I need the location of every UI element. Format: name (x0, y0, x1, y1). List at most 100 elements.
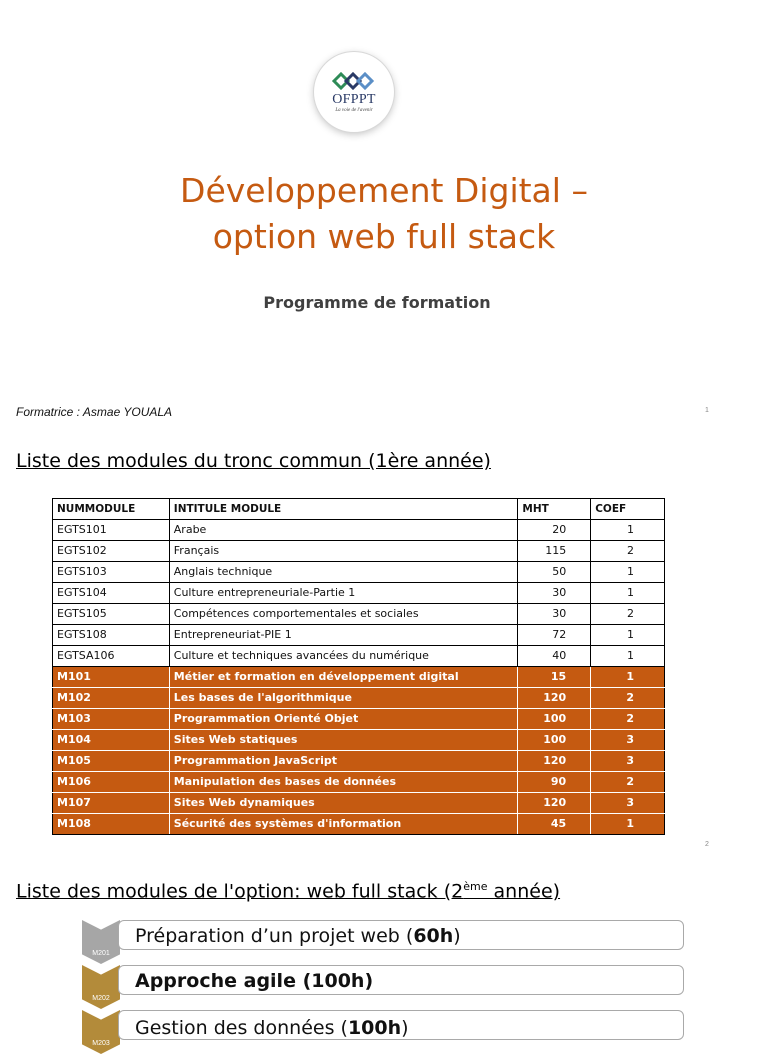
chevron-marker-icon: M202 (82, 965, 120, 1009)
module-code: M108 (52, 813, 170, 835)
module-title: Arabe (168, 519, 519, 541)
chevron-marker-icon: M203 (82, 1010, 120, 1054)
module-coef: 1 (590, 561, 665, 583)
module-coef: 2 (590, 540, 665, 562)
table-row: EGTS105 Compétences comportementales et s… (52, 603, 665, 625)
module-hours: 120 (517, 750, 592, 772)
option-module-m201: M201 Préparation d’un projet web (60h) (82, 920, 684, 964)
table-row: EGTS104 Culture entrepreneuriale-Partie 1… (52, 582, 665, 604)
module-coef: 1 (590, 624, 665, 646)
module-code: EGTS103 (52, 561, 170, 583)
header-coef: COEF (590, 498, 665, 520)
option-text-bold: 100h (347, 1017, 402, 1039)
module-title: Les bases de l'algorithmique (168, 687, 519, 709)
module-title: Sécurité des systèmes d'information (168, 813, 519, 835)
module-hours: 100 (517, 729, 592, 751)
module-hours: 72 (517, 624, 592, 646)
module-code: EGTS108 (52, 624, 170, 646)
module-hours: 40 (517, 645, 592, 667)
table-row-highlighted: M105 Programmation JavaScript 120 3 (52, 750, 665, 772)
module-code: M104 (52, 729, 170, 751)
module-title: Culture entrepreneuriale-Partie 1 (168, 582, 519, 604)
table-row: EGTS108 Entrepreneuriat-PIE 1 72 1 (52, 624, 665, 646)
module-hours: 15 (517, 666, 592, 688)
module-code: M201 (92, 950, 110, 957)
module-hours: 20 (517, 519, 592, 541)
option-text-end: ) (401, 1017, 409, 1039)
table-row-highlighted: M102 Les bases de l'algorithmique 120 2 (52, 687, 665, 709)
module-code: M202 (92, 995, 110, 1002)
module-title: Français (168, 540, 519, 562)
module-coef: 1 (590, 666, 665, 688)
option-text: Préparation d’un projet web ( (135, 925, 414, 947)
module-title: Anglais technique (168, 561, 519, 583)
option-module-box: Gestion des données (100h) (118, 1010, 684, 1040)
header-intitule-module: INTITULE MODULE (168, 498, 519, 520)
module-code: EGTSA106 (52, 645, 170, 667)
module-title: Programmation JavaScript (168, 750, 519, 772)
page-number-1: 1 (705, 407, 709, 414)
module-hours: 45 (517, 813, 592, 835)
table-row-highlighted: M104 Sites Web statiques 100 3 (52, 729, 665, 751)
option-text-bold: Approche agile (100h) (135, 970, 374, 992)
module-code: M102 (52, 687, 170, 709)
section2-title-text: Liste des modules de l'option: web full … (16, 880, 464, 903)
table-row-highlighted: M101 Métier et formation en développement… (52, 666, 665, 688)
module-code: EGTS102 (52, 540, 170, 562)
module-coef: 3 (590, 729, 665, 751)
trainer-name: Formatrice : Asmae YOUALA (16, 405, 173, 419)
module-coef: 2 (590, 687, 665, 709)
modules-table: NUMMODULE INTITULE MODULE MHT COEF EGTS1… (52, 498, 665, 835)
module-hours: 120 (517, 687, 592, 709)
page-number-2: 2 (705, 841, 709, 848)
module-coef: 1 (590, 813, 665, 835)
module-hours: 90 (517, 771, 592, 793)
title-line-2: option web full stack (212, 217, 556, 256)
table-row: EGTS103 Anglais technique 50 1 (52, 561, 665, 583)
module-code: M103 (52, 708, 170, 730)
logo-brand-text: OFPPT (332, 91, 376, 107)
option-module-m202: M202 Approche agile (100h) (82, 965, 684, 1009)
module-code: EGTS101 (52, 519, 170, 541)
table-row-highlighted: M108 Sécurité des systèmes d'information 4… (52, 813, 665, 835)
module-hours: 115 (517, 540, 592, 562)
module-title: Entrepreneuriat-PIE 1 (168, 624, 519, 646)
module-code: M203 (92, 1040, 110, 1047)
module-coef: 2 (590, 603, 665, 625)
table-row: EGTS101 Arabe 20 1 (52, 519, 665, 541)
table-row: EGTSA106 Culture et techniques avancées d… (52, 645, 665, 667)
module-coef: 1 (590, 645, 665, 667)
section2-title-sup: ème (463, 880, 488, 893)
module-title: Sites Web dynamiques (168, 792, 519, 814)
module-coef: 1 (590, 582, 665, 604)
option-text-bold: 60h (413, 925, 454, 947)
option-text-end: ) (453, 925, 461, 947)
page-title: Développement Digital – option web full … (0, 168, 768, 260)
module-title: Culture et techniques avancées du numéri… (168, 645, 519, 667)
page-subtitle: Programme de formation (263, 293, 491, 312)
module-hours: 30 (517, 582, 592, 604)
module-title: Sites Web statiques (168, 729, 519, 751)
module-code: EGTS104 (52, 582, 170, 604)
section-title-option-modules: Liste des modules de l'option: web full … (16, 880, 560, 902)
module-hours: 30 (517, 603, 592, 625)
module-coef: 3 (590, 750, 665, 772)
module-title: Programmation Orienté Objet (168, 708, 519, 730)
table-row-highlighted: M103 Programmation Orienté Objet 100 2 (52, 708, 665, 730)
module-coef: 2 (590, 708, 665, 730)
option-module-box: Préparation d’un projet web (60h) (118, 920, 684, 950)
module-code: M105 (52, 750, 170, 772)
section-title-common-modules: Liste des modules du tronc commun (1ère … (16, 450, 491, 472)
logo-tagline: La voie de l'avenir (335, 107, 373, 113)
module-code: EGTS105 (52, 603, 170, 625)
option-text: Gestion des données ( (135, 1017, 348, 1039)
section2-title-end: année) (487, 880, 561, 903)
module-title: Compétences comportementales et sociales (168, 603, 519, 625)
module-coef: 3 (590, 792, 665, 814)
module-hours: 100 (517, 708, 592, 730)
module-code: M107 (52, 792, 170, 814)
module-coef: 2 (590, 771, 665, 793)
chevron-marker-icon: M201 (82, 920, 120, 964)
table-row-highlighted: M106 Manipulation des bases de données 90 2 (52, 771, 665, 793)
header-nummodule: NUMMODULE (52, 498, 170, 520)
